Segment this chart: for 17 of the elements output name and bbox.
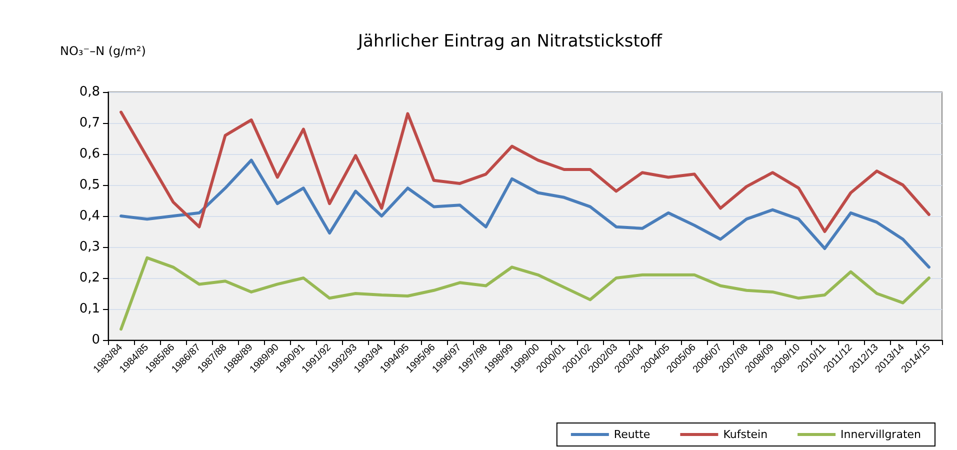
legend-label: Kufstein — [723, 428, 768, 441]
y-tick-label: 0,2 — [79, 270, 100, 286]
y-tick-label: 0,1 — [79, 302, 100, 316]
line-series — [120, 110, 930, 233]
legend-label: Innervillgraten — [840, 428, 922, 441]
y-tick-label: 0,7 — [79, 116, 100, 130]
y-tick-label: 0 — [92, 332, 100, 348]
line-series — [120, 256, 930, 331]
y-tick-label: 0,3 — [79, 240, 100, 254]
chart-title: Jährlicher Eintrag an Nitratstickstoff — [357, 32, 664, 52]
legend-label: Reutte — [614, 428, 650, 441]
y-tick-label: 0,6 — [79, 146, 100, 162]
y-tick-label: 0,8 — [79, 84, 100, 100]
y-tick-label: 0,5 — [79, 178, 100, 192]
line-series — [120, 158, 930, 269]
y-axis-title: NO₃⁻–N (g/m²) — [60, 44, 146, 58]
y-tick-label: 0,4 — [79, 208, 100, 224]
